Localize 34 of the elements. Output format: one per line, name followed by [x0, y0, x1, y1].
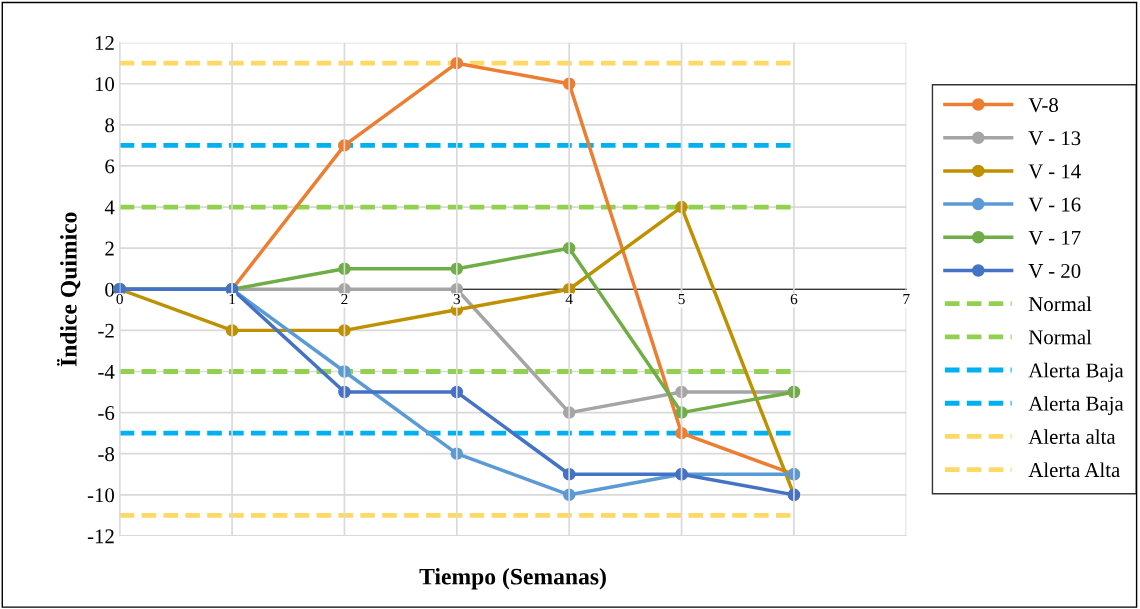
- legend-label: Alerta Baja: [1028, 362, 1124, 382]
- y-tick-label: -2: [98, 323, 114, 338]
- x-tick-label: 0: [116, 293, 123, 305]
- x-tick-label: 4: [565, 293, 573, 305]
- y-tick-label: 6: [105, 159, 115, 174]
- x-axis-title: Tiempo (Semanas): [419, 567, 606, 590]
- y-tick-label: 4: [104, 200, 115, 215]
- x-tick-label: 1: [229, 293, 235, 305]
- y-tick-label: -12: [87, 529, 114, 544]
- y-tick-label: 2: [105, 241, 114, 256]
- y-tick-label: -4: [98, 365, 115, 379]
- y-tick-label: -10: [87, 488, 115, 503]
- x-tick-label: 2: [341, 293, 348, 305]
- legend-label: V - 14: [1028, 164, 1081, 179]
- x-tick-label: 7: [903, 294, 910, 305]
- legend-label: Normal: [1028, 329, 1092, 345]
- legend-label: V - 20: [1028, 263, 1081, 279]
- y-tick-label: 8: [105, 118, 115, 133]
- legend-label: V - 17: [1028, 230, 1081, 245]
- legend-label: Alerta Baja: [1028, 396, 1124, 415]
- y-axis-title: Ïndice Quimico: [56, 212, 81, 367]
- legend-label: Alerta alta: [1028, 429, 1116, 444]
- x-tick-label: 5: [678, 294, 685, 305]
- legend-label: Alerta Alta: [1028, 462, 1120, 478]
- y-tick-label: 10: [95, 77, 115, 92]
- legend-label: V - 16: [1028, 197, 1081, 212]
- x-tick-label: 6: [790, 293, 798, 305]
- legend-label: Normal: [1028, 296, 1092, 312]
- y-tick-label: -8: [98, 447, 115, 462]
- legend-label: V - 13: [1028, 131, 1081, 146]
- legend-label: V-8: [1028, 97, 1058, 113]
- y-tick-label: 12: [95, 36, 114, 50]
- y-tick-label: -6: [98, 406, 115, 421]
- x-tick-label: 3: [453, 293, 461, 305]
